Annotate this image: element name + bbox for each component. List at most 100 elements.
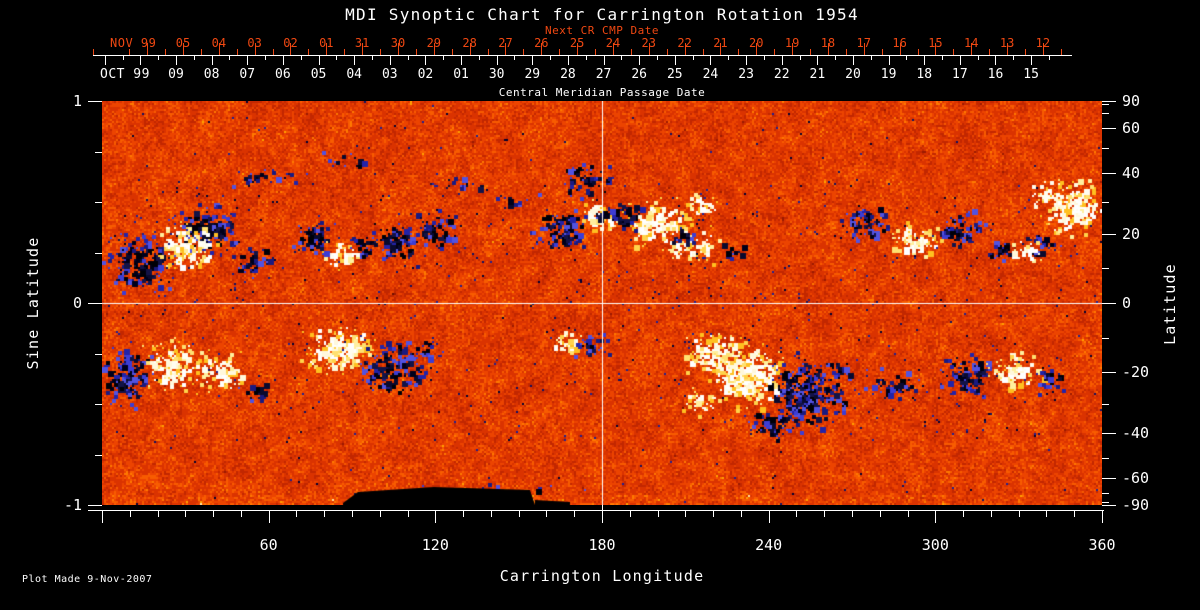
lon-minor-tick [1074, 510, 1076, 517]
lat-tick [1102, 233, 1116, 235]
lon-minor-tick [685, 510, 687, 517]
lat-tick [1102, 505, 1116, 506]
next-cr-minor-tick [344, 49, 346, 55]
lat-tick-label: -60 [1122, 468, 1150, 487]
next-cr-minor-tick [881, 49, 883, 55]
lon-minor-tick [990, 510, 992, 517]
next-cr-date-label: 22 [677, 36, 692, 50]
cmp-date-label: 15 [1023, 67, 1039, 82]
lat-minor-tick [1102, 104, 1109, 106]
sine-lat-minor-tick [95, 202, 102, 203]
next-cr-month-label: NOV 99 [110, 36, 157, 50]
cmp-minor-tick [657, 55, 658, 60]
cmp-minor-tick [371, 55, 373, 60]
lon-minor-tick [352, 510, 353, 517]
cmp-tick [710, 55, 712, 65]
cmp-date-label: 21 [809, 67, 826, 82]
lon-minor-tick [463, 510, 465, 517]
lat-tick [1102, 432, 1116, 434]
cmp-minor-tick [942, 55, 944, 60]
lat-tick-label: 90 [1122, 92, 1141, 110]
cmp-tick [639, 55, 641, 65]
bottom-axis-title: Carrington Longitude [499, 567, 705, 585]
cmp-date-label: 22 [773, 67, 790, 82]
cmp-tick [176, 55, 177, 65]
cmp-tick [888, 55, 890, 65]
cmp-tick [247, 55, 249, 65]
next-cr-minor-tick [810, 49, 812, 55]
next-cr-tick [1042, 43, 1044, 55]
lon-minor-tick [629, 510, 631, 517]
next-cr-date-label: 04 [211, 36, 227, 50]
next-cr-minor-tick [630, 49, 632, 55]
next-cr-minor-tick [308, 49, 310, 55]
cmp-date-label: 04 [346, 67, 362, 82]
next-cr-tick [290, 43, 292, 55]
lon-minor-tick [129, 510, 131, 517]
cmp-tick [1031, 55, 1033, 65]
next-cr-tick [720, 43, 722, 55]
lat-minor-tick [1102, 457, 1109, 459]
lat-minor-tick [1102, 202, 1109, 203]
cmp-minor-tick [870, 55, 872, 60]
cmp-minor-tick [906, 55, 908, 60]
cmp-month-label: OCT 99 [100, 67, 150, 82]
next-cr-date-label: 12 [1035, 36, 1051, 50]
top-axis-line [93, 55, 1072, 56]
lon-minor-tick [407, 510, 409, 517]
cmp-date-label: 03 [381, 67, 398, 82]
lon-minor-tick [879, 510, 881, 517]
next-cr-tick [648, 43, 650, 55]
next-cr-tick [792, 43, 794, 55]
lon-edge-tick [102, 510, 103, 523]
cmp-date-label: 18 [916, 67, 933, 82]
cmp-date-label: 05 [310, 67, 327, 82]
cmp-tick [211, 55, 213, 65]
lat-tick-label: -90 [1122, 496, 1150, 514]
cmp-tick [567, 55, 569, 65]
sine-lat-minor-tick [95, 404, 102, 405]
lon-minor-tick [713, 510, 715, 517]
lat-tick-label: 40 [1122, 164, 1141, 183]
cmp-date-label: 19 [880, 67, 897, 82]
cmp-minor-tick [585, 55, 587, 60]
lon-tick [268, 510, 270, 523]
cmp-date-label: 30 [488, 67, 505, 82]
next-cr-minor-tick [738, 49, 740, 55]
cmp-minor-tick [1048, 55, 1050, 60]
lat-tick-label: 60 [1122, 119, 1141, 138]
lon-tick [935, 510, 937, 523]
cmp-tick [318, 55, 320, 65]
next-cr-tick [218, 43, 220, 55]
next-cr-minor-tick [595, 49, 597, 55]
cmp-date-label: 02 [417, 67, 434, 82]
lon-minor-tick [213, 510, 215, 517]
next-cr-tick [612, 43, 614, 55]
lon-minor-tick [907, 510, 909, 517]
lat-minor-tick [1102, 267, 1109, 269]
next-cr-date-label: 19 [784, 36, 800, 50]
cmp-tick [603, 55, 605, 65]
next-cr-date-label: 17 [856, 36, 871, 50]
page-title: MDI Synoptic Chart for Carrington Rotati… [345, 5, 859, 24]
cmp-minor-tick [799, 55, 801, 60]
cmp-tick [817, 55, 819, 65]
cmp-minor-tick [550, 55, 552, 60]
lat-minor-tick [1102, 113, 1109, 115]
next-cr-minor-tick [272, 49, 274, 55]
sine-lat-minor-tick [95, 353, 102, 355]
next-cr-minor-tick [523, 49, 525, 55]
next-cr-date-label: 27 [498, 36, 513, 50]
sine-lat-minor-tick [95, 454, 102, 456]
next-cr-date-label: 23 [641, 36, 656, 50]
next-cr-tick [541, 43, 543, 55]
cmp-axis-title: Central Meridian Passage Date [498, 86, 706, 99]
sine-lat-tick-label: 0 [72, 294, 82, 312]
lon-minor-tick [324, 510, 326, 517]
next-cr-minor-tick [93, 49, 95, 55]
cmp-tick [959, 55, 961, 65]
sine-lat-tick [88, 505, 102, 506]
cmp-date-label: 20 [845, 67, 861, 82]
next-cr-tick [326, 43, 328, 55]
lon-minor-tick [657, 510, 659, 517]
